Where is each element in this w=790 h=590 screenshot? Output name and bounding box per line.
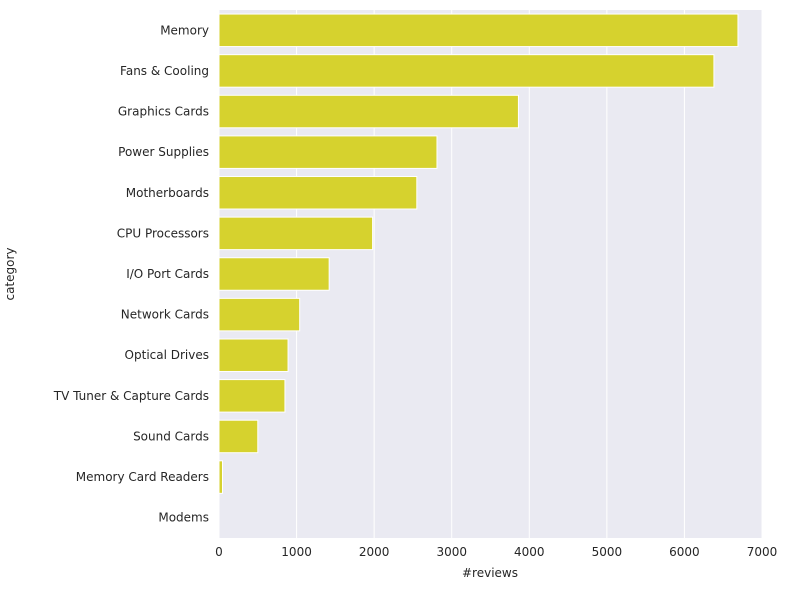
x-tick-label: 7000 <box>747 545 778 559</box>
y-tick-label: CPU Processors <box>117 226 209 240</box>
bar <box>218 94 519 129</box>
y-tick-label: Memory Card Readers <box>76 470 209 484</box>
y-tick-label: Graphics Cards <box>118 105 209 119</box>
y-tick-label: Modems <box>158 511 209 525</box>
y-tick-label: Fans & Cooling <box>120 64 209 78</box>
x-tick-label: 3000 <box>436 545 467 559</box>
bar <box>218 419 259 454</box>
bar <box>218 297 301 332</box>
y-tick-label: Optical Drives <box>125 348 209 362</box>
y-axis-label: category <box>3 247 17 300</box>
x-tick-label: 2000 <box>359 545 390 559</box>
x-tick-label: 5000 <box>592 545 623 559</box>
bar <box>218 460 223 494</box>
x-tick-label: 6000 <box>669 545 700 559</box>
bar <box>218 338 289 372</box>
bars <box>218 13 739 494</box>
x-tick-labels: 0 1000 2000 3000 4000 5000 6000 7000 <box>215 545 777 559</box>
x-axis-label: #reviews <box>462 566 518 580</box>
y-tick-label: Motherboards <box>126 186 209 200</box>
bar <box>218 216 374 251</box>
bar <box>218 379 286 413</box>
x-tick-label: 1000 <box>281 545 312 559</box>
x-tick-label: 4000 <box>514 545 545 559</box>
x-tick-label: 0 <box>215 545 223 559</box>
y-tick-labels: Memory Fans & Cooling Graphics Cards Power … <box>53 23 209 524</box>
bar <box>218 13 739 48</box>
y-tick-label: Memory <box>160 23 209 37</box>
y-tick-label: TV Tuner & Capture Cards <box>53 389 209 403</box>
bar <box>218 176 418 210</box>
y-tick-label: I/O Port Cards <box>126 267 209 281</box>
bar <box>218 257 330 291</box>
bar <box>218 54 715 88</box>
y-tick-label: Network Cards <box>121 308 209 322</box>
y-tick-label: Sound Cards <box>133 429 209 443</box>
bar <box>218 135 438 169</box>
y-tick-label: Power Supplies <box>118 145 209 159</box>
